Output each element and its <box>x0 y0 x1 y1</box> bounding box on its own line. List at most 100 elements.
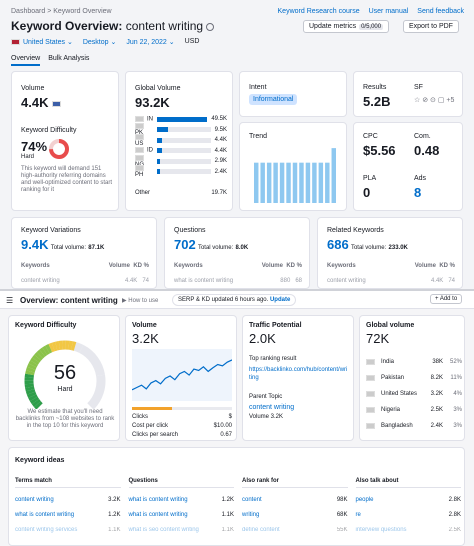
trend-bar <box>325 162 330 203</box>
clicks-label: Clicks <box>132 414 148 420</box>
variations-value[interactable]: 9.4K <box>21 237 49 252</box>
serp-update-pill: SERP & KD updated 6 hours ago. Update <box>172 294 297 306</box>
ideas-row[interactable]: what is seo content writing 1.1K <box>129 522 235 537</box>
ideas-keyword-link[interactable]: what is content writing <box>128 511 188 518</box>
related-value[interactable]: 686 <box>327 237 349 252</box>
variations-row: 9.4K Total volume: 87.1K <box>21 237 104 252</box>
ideas-keyword-link[interactable]: interview questions <box>355 526 407 533</box>
ideas-keyword-link[interactable]: what is seo content writing <box>128 526 199 533</box>
kd-level: Hard <box>21 154 35 160</box>
ideas-row[interactable]: content 98K <box>242 492 348 507</box>
cps-row: Clicks per search 0.67 <box>132 432 232 438</box>
update-metrics-button[interactable]: Update metrics 0/5,000 <box>303 20 390 33</box>
how-to-use[interactable]: ▶ How to use <box>122 298 159 304</box>
ideas-columns: Terms match content writing 3.2K what is co… <box>15 478 461 537</box>
ideas-column-header: Questions <box>128 478 234 488</box>
volume-value: 4.4K <box>21 95 64 110</box>
serp-update-link[interactable]: Update <box>269 297 291 303</box>
ideas-row[interactable]: writing 68K <box>242 507 348 522</box>
tp-rr-label: Top ranking result <box>249 356 297 362</box>
ideas-volume: 1.2K <box>221 496 234 503</box>
gv-country-code: ID <box>135 147 153 154</box>
gv2-country-row: Nigeria 2.5K 3% <box>366 402 462 418</box>
questions-total: 8.0K <box>235 245 249 251</box>
breadcrumb-current: Keyword Overview <box>53 8 112 15</box>
user-manual-link[interactable]: User manual <box>368 8 409 15</box>
ideas-keyword-link[interactable]: define content <box>242 526 280 533</box>
gv-country-bar <box>157 116 208 122</box>
gauge-track <box>87 374 106 409</box>
related-card: Related Keywords 686 Total volume: 233.0… <box>317 217 463 289</box>
breadcrumb-dashboard[interactable]: Dashboard <box>11 8 46 15</box>
gv-country-value: 2.9K <box>214 158 227 165</box>
related-row-faded: content writing 4.4K 74 <box>327 278 455 284</box>
ads-value[interactable]: 8 <box>414 185 422 200</box>
gv-country-row: PK 9.5K <box>135 123 227 136</box>
ideas-keyword-link[interactable]: content writing <box>15 496 54 503</box>
gv2-country-row: Bangladesh 2.4K 3% <box>366 418 462 434</box>
gv2-country-name: India <box>381 359 395 365</box>
gv-country-value: 2.4K <box>214 168 227 175</box>
volume-line-chart <box>132 349 232 401</box>
ideas-row[interactable]: define content 55K <box>242 522 348 537</box>
ideas-keyword-link[interactable]: content <box>242 496 262 503</box>
ideas-volume: 2.8K <box>448 511 461 518</box>
research-course-link[interactable]: Keyword Research course <box>277 8 360 15</box>
kd2-description: We estimate that you'll need backlinks f… <box>15 409 115 429</box>
ideas-row[interactable]: content writing 3.2K <box>15 492 121 507</box>
gv-country-value: 9.5K <box>214 126 227 133</box>
gv-country-bar <box>157 148 211 154</box>
gv-country-bar <box>157 169 211 175</box>
database-select[interactable]: United States ⌄ <box>11 38 73 46</box>
ideas-keyword-link[interactable]: content writing services <box>15 526 78 533</box>
ideas-keyword-link[interactable]: people <box>355 496 374 503</box>
gauge-fill <box>28 360 38 368</box>
trend-bar <box>331 148 336 203</box>
add-to-button[interactable]: + Add to <box>430 294 463 304</box>
ideas-keyword-link[interactable]: what is content writing <box>15 511 75 518</box>
kd-gauge <box>24 340 106 409</box>
ideas-column: Also rank for content 98K writing 68K define … <box>242 478 348 537</box>
th-keywords: Keywords <box>174 263 203 269</box>
currency-label: USD <box>184 38 200 45</box>
add-icon[interactable] <box>206 22 215 31</box>
sf-more[interactable]: +5 <box>446 97 455 104</box>
ideas-keyword-link[interactable]: what is content writing <box>128 496 188 503</box>
update-label: Update metrics <box>309 23 357 30</box>
tab-overview[interactable]: Overview <box>11 55 41 66</box>
device-select[interactable]: Desktop ⌄ <box>82 39 117 46</box>
tabs: Overview Bulk Analysis <box>11 55 89 66</box>
ideas-row[interactable]: what is content writing 1.2K <box>129 492 235 507</box>
gauge-fill <box>28 394 38 402</box>
trend-bar <box>279 162 285 203</box>
export-pdf-button[interactable]: Export to PDF <box>403 20 459 33</box>
ideas-row[interactable]: interview questions 2.5K <box>356 522 462 537</box>
gv2-country-value: 8.2K <box>430 375 443 381</box>
ideas-row[interactable]: people 2.8K <box>356 492 462 507</box>
gv-country-row: PH 2.4K <box>135 165 227 178</box>
tp-parent-link[interactable]: content writing <box>249 404 295 411</box>
date-select[interactable]: Jun 22, 2022 ⌄ <box>126 39 175 46</box>
ideas-keyword-link[interactable]: re <box>355 511 361 518</box>
trend-card: Trend <box>239 122 347 211</box>
questions-row-faded: what is content writing 880 68 <box>174 278 302 284</box>
questions-value[interactable]: 702 <box>174 237 196 252</box>
menu-icon[interactable]: ☰ <box>6 296 14 305</box>
ideas-row[interactable]: re 2.8K <box>356 507 462 522</box>
ideas-row[interactable]: what is content writing 1.2K <box>15 507 121 522</box>
gv-country-row: ID 4.4K <box>135 146 227 157</box>
gv-country-code: PK <box>135 123 153 136</box>
tab-bulk-analysis[interactable]: Bulk Analysis <box>48 55 90 62</box>
ideas-keyword-link[interactable]: writing <box>242 511 260 518</box>
gv-country-code: US <box>135 133 153 147</box>
tp-url-link[interactable]: https://backlinko.com/hub/content/writin… <box>249 367 348 381</box>
results-value: 5.2B <box>363 94 391 109</box>
gauge-fill <box>71 341 77 351</box>
cps-label: Clicks per search <box>132 432 179 438</box>
vol2-value: 3.2K <box>132 331 159 346</box>
gv2-country-pct: 4% <box>453 391 462 397</box>
ideas-row[interactable]: what is content writing 1.1K <box>129 507 235 522</box>
gv2-country-row: United States 3.2K 4% <box>366 386 462 402</box>
ideas-row[interactable]: content writing services 1.1K <box>15 522 121 537</box>
send-feedback-link[interactable]: Send feedback <box>417 8 464 15</box>
